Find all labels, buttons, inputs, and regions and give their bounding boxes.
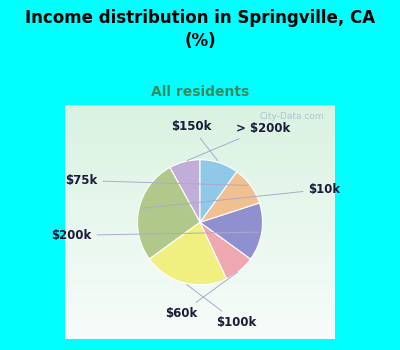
Wedge shape	[200, 160, 237, 222]
Text: $150k: $150k	[171, 120, 218, 161]
Wedge shape	[138, 167, 200, 259]
Text: $200k: $200k	[51, 229, 259, 242]
Text: $60k: $60k	[165, 272, 238, 320]
Text: $10k: $10k	[142, 183, 341, 208]
Wedge shape	[200, 222, 250, 279]
Text: All residents: All residents	[151, 85, 249, 99]
Wedge shape	[150, 222, 227, 285]
Wedge shape	[200, 203, 262, 259]
Text: > $200k: > $200k	[187, 122, 291, 161]
Wedge shape	[170, 160, 200, 222]
Text: City-Data.com: City-Data.com	[259, 112, 324, 121]
Text: $100k: $100k	[187, 285, 257, 329]
Text: Income distribution in Springville, CA
(%): Income distribution in Springville, CA (…	[25, 9, 375, 49]
Text: $75k: $75k	[65, 174, 248, 187]
Wedge shape	[200, 172, 260, 222]
